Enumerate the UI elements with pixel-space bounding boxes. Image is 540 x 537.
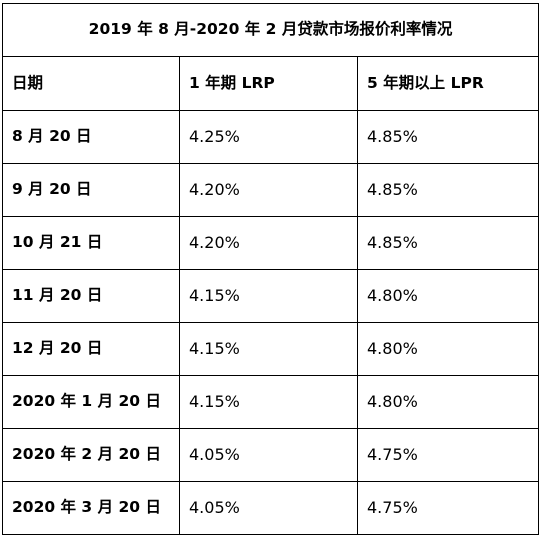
- header-5y-lpr: 5 年期以上 LPR: [356, 56, 540, 111]
- cell-5y-rate: 4.85%: [356, 163, 540, 217]
- table-row: 2020 年 2 月 20 日 4.05% 4.75%: [2, 428, 540, 482]
- cell-1y-rate: 4.20%: [179, 216, 358, 270]
- header-1y-lpr: 1 年期 LRP: [179, 56, 358, 111]
- cell-1y-rate: 4.15%: [179, 322, 358, 376]
- cell-1y-rate: 4.05%: [179, 481, 358, 535]
- cell-5y-rate: 4.80%: [356, 269, 540, 323]
- table-row: 8 月 20 日 4.25% 4.85%: [2, 110, 540, 164]
- cell-5y-rate: 4.75%: [356, 481, 540, 535]
- cell-1y-rate: 4.25%: [179, 110, 358, 164]
- table-row: 11 月 20 日 4.15% 4.80%: [2, 269, 540, 323]
- cell-date: 2020 年 1 月 20 日: [2, 375, 180, 429]
- header-date: 日期: [2, 56, 180, 111]
- cell-1y-rate: 4.15%: [179, 375, 358, 429]
- table-row: 12 月 20 日 4.15% 4.80%: [2, 322, 540, 376]
- cell-5y-rate: 4.80%: [356, 322, 540, 376]
- lpr-table: 2019 年 8 月-2020 年 2 月贷款市场报价利率情况 日期 1 年期 …: [1, 3, 540, 535]
- cell-date: 9 月 20 日: [2, 163, 180, 217]
- table-title: 2019 年 8 月-2020 年 2 月贷款市场报价利率情况: [1, 3, 540, 57]
- cell-date: 12 月 20 日: [2, 322, 180, 376]
- cell-5y-rate: 4.85%: [356, 110, 540, 164]
- cell-date: 11 月 20 日: [2, 269, 180, 323]
- cell-5y-rate: 4.80%: [356, 375, 540, 429]
- table-header-row: 日期 1 年期 LRP 5 年期以上 LPR: [2, 56, 540, 111]
- cell-1y-rate: 4.20%: [179, 163, 358, 217]
- cell-1y-rate: 4.05%: [179, 428, 358, 482]
- table-row: 2020 年 3 月 20 日 4.05% 4.75%: [2, 481, 540, 535]
- table-row: 9 月 20 日 4.20% 4.85%: [2, 163, 540, 217]
- cell-date: 10 月 21 日: [2, 216, 180, 270]
- cell-date: 8 月 20 日: [2, 110, 180, 164]
- table-row: 2020 年 1 月 20 日 4.15% 4.80%: [2, 375, 540, 429]
- table-row: 10 月 21 日 4.20% 4.85%: [2, 216, 540, 270]
- table-title-row: 2019 年 8 月-2020 年 2 月贷款市场报价利率情况: [1, 3, 540, 57]
- cell-date: 2020 年 2 月 20 日: [2, 428, 180, 482]
- cell-5y-rate: 4.85%: [356, 216, 540, 270]
- cell-5y-rate: 4.75%: [356, 428, 540, 482]
- cell-date: 2020 年 3 月 20 日: [2, 481, 180, 535]
- cell-1y-rate: 4.15%: [179, 269, 358, 323]
